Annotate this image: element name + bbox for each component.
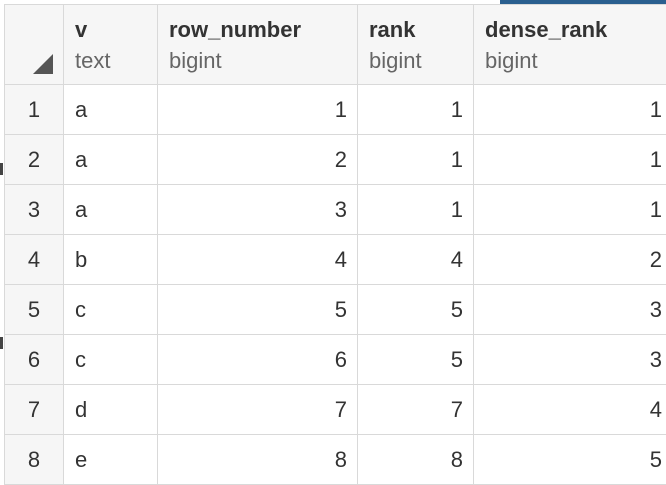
cell-v[interactable]: c [64,335,158,385]
row-number-cell[interactable]: 3 [5,185,64,235]
cell-rank[interactable]: 7 [358,385,474,435]
cell-dense-rank[interactable]: 5 [474,435,666,485]
table-row: 5 c 5 5 3 [5,285,666,335]
table-row: 7 d 7 7 4 [5,385,666,435]
table-row: 8 e 8 8 5 [5,435,666,485]
cell-dense-rank[interactable]: 4 [474,385,666,435]
row-number-cell[interactable]: 7 [5,385,64,435]
cell-rank[interactable]: 8 [358,435,474,485]
column-type: bigint [474,43,666,74]
select-all-triangle-icon[interactable] [33,54,53,74]
cell-v[interactable]: c [64,285,158,335]
cell-rank[interactable]: 5 [358,335,474,385]
cell-row-number[interactable]: 2 [158,135,358,185]
cell-row-number[interactable]: 6 [158,335,358,385]
column-name: dense_rank [474,5,666,43]
row-number-cell[interactable]: 5 [5,285,64,335]
cell-row-number[interactable]: 8 [158,435,358,485]
table-row: 6 c 6 5 3 [5,335,666,385]
cell-v[interactable]: a [64,85,158,135]
table-row: 3 a 3 1 1 [5,185,666,235]
cell-dense-rank[interactable]: 2 [474,235,666,285]
cell-dense-rank[interactable]: 3 [474,285,666,335]
column-name: row_number [158,5,357,43]
cell-rank[interactable]: 5 [358,285,474,335]
table-row: 1 a 1 1 1 [5,85,666,135]
column-type: bigint [158,43,357,74]
column-type: bigint [358,43,473,74]
cell-v[interactable]: a [64,135,158,185]
cell-rank[interactable]: 4 [358,235,474,285]
column-name: rank [358,5,473,43]
row-number-cell[interactable]: 4 [5,235,64,285]
cell-dense-rank[interactable]: 3 [474,335,666,385]
table-row: 4 b 4 4 2 [5,235,666,285]
side-marker [0,337,3,349]
column-type: text [64,43,157,74]
cell-v[interactable]: e [64,435,158,485]
side-marker [0,163,3,175]
cell-dense-rank[interactable]: 1 [474,185,666,235]
cell-row-number[interactable]: 3 [158,185,358,235]
cell-rank[interactable]: 1 [358,185,474,235]
row-number-cell[interactable]: 8 [5,435,64,485]
cell-v[interactable]: b [64,235,158,285]
cell-v[interactable]: d [64,385,158,435]
row-number-cell[interactable]: 1 [5,85,64,135]
cell-rank[interactable]: 1 [358,135,474,185]
column-name: v [64,5,157,43]
cell-row-number[interactable]: 5 [158,285,358,335]
table-row: 2 a 2 1 1 [5,135,666,185]
cell-row-number[interactable]: 4 [158,235,358,285]
cell-dense-rank[interactable]: 1 [474,85,666,135]
cell-row-number[interactable]: 1 [158,85,358,135]
row-number-cell[interactable]: 6 [5,335,64,385]
cell-dense-rank[interactable]: 1 [474,135,666,185]
select-all-corner[interactable] [5,5,64,85]
cell-row-number[interactable]: 7 [158,385,358,435]
cell-v[interactable]: a [64,185,158,235]
row-number-cell[interactable]: 2 [5,135,64,185]
cell-rank[interactable]: 1 [358,85,474,135]
